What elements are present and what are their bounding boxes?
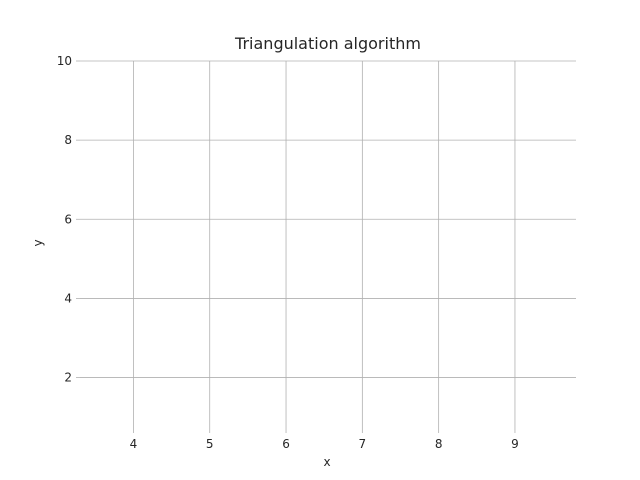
x-tick-label: 5 [206, 437, 214, 451]
x-axis-label: x [323, 455, 330, 469]
x-tick-label: 7 [359, 437, 367, 451]
x-tick-label: 6 [282, 437, 290, 451]
y-tick-label: 4 [64, 291, 72, 305]
y-tick-label: 2 [64, 371, 72, 385]
tick-layer: 4 5 6 7 8 9 2 4 6 8 10 [57, 54, 519, 451]
y-tick-label: 10 [57, 54, 72, 68]
y-tick-label: 6 [64, 212, 72, 226]
grid-layer [80, 60, 576, 429]
x-tick-label: 9 [511, 437, 519, 451]
x-tick-label: 4 [130, 437, 138, 451]
y-axis-label: y [31, 239, 45, 246]
x-tick-label: 8 [435, 437, 443, 451]
y-tick-label: 8 [64, 133, 72, 147]
chart-title: Triangulation algorithm [234, 34, 421, 53]
